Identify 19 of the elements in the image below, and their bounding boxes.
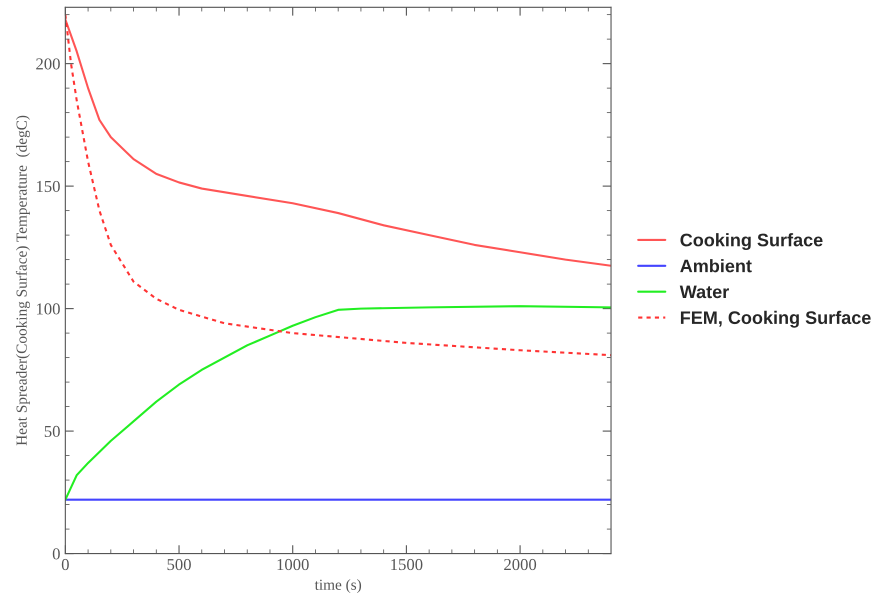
x-tick-label: 1000 [278, 558, 309, 570]
y-tick-label: 50 [44, 426, 60, 438]
legend-label: Ambient [680, 259, 752, 272]
y-tick-label: 150 [36, 180, 60, 192]
y-tick-label: 200 [36, 58, 60, 70]
y-axis-title: Heat Spreader(Cooking Surface) Temperature (degC) [16, 116, 30, 446]
legend-label: Cooking Surface [680, 233, 823, 250]
line-series [65, 14, 612, 356]
line-series [65, 18, 612, 267]
legend-label: Water [680, 286, 729, 298]
x-tick-label: 1500 [391, 558, 422, 570]
line-series [65, 305, 612, 501]
x-tick-label: 2000 [504, 558, 536, 570]
x-tick-label: 0 [62, 558, 69, 570]
y-tick-label: 0 [52, 548, 60, 560]
y-tick-label: 100 [36, 303, 60, 315]
legend-label: FEM, Cooking Surface [680, 310, 871, 328]
x-axis-title: time (s) [314, 579, 362, 593]
x-tick-label: 500 [167, 558, 191, 570]
